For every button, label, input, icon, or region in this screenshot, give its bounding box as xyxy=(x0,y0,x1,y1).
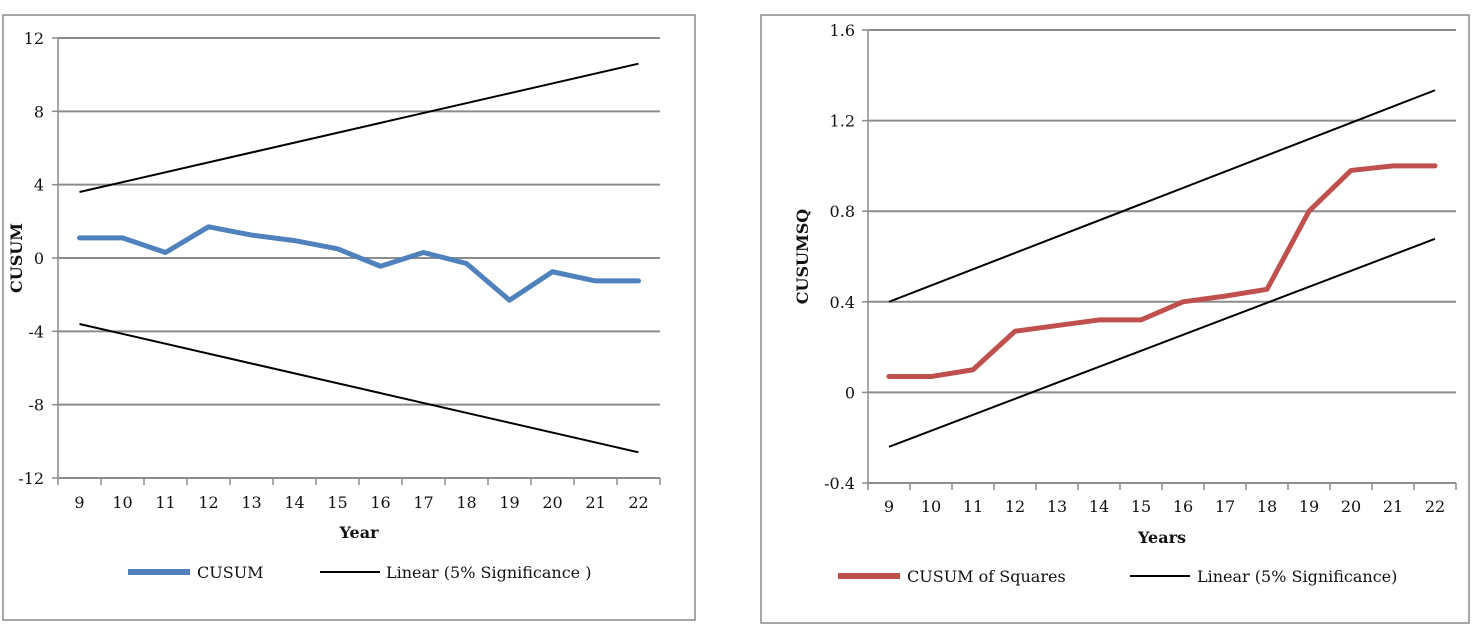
cusum-chart: 12 8 4 0 -4 -8 -12 9 10 11 12 13 14 15 16 17 18 19 20 21 22 Y… xyxy=(7,29,661,582)
cusum-ytick-label: 4 xyxy=(34,176,44,195)
cusumsq-significance-line-2 xyxy=(888,237,1436,448)
cusum-xtick-label: 16 xyxy=(370,493,390,512)
cusum-ytick-label: 8 xyxy=(34,102,44,121)
cusum-xtick-label: 15 xyxy=(327,493,347,512)
cusum-ytick-label: 0 xyxy=(34,249,44,268)
cusum-xtick-label: 10 xyxy=(112,493,132,512)
cusumsq-xtick-label: 12 xyxy=(1005,497,1025,516)
cusumsq-xtick-label: 22 xyxy=(1425,497,1445,516)
cusumsq-ytick-label: 0 xyxy=(845,383,855,402)
cusum-xtick-label: 11 xyxy=(155,493,175,512)
cusum-xtick-label: 12 xyxy=(198,493,218,512)
cusum-xtick-label: 21 xyxy=(585,493,605,512)
cusumsq-significance-line-1 xyxy=(888,89,1436,303)
cusum-xtick-label: 18 xyxy=(456,493,476,512)
cusum-xtick-label: 20 xyxy=(542,493,562,512)
cusumsq-xtick-label: 21 xyxy=(1383,497,1403,516)
cusum-series-line-0 xyxy=(77,224,641,303)
cusum-y-axis-label: CUSUM xyxy=(7,223,26,293)
cusum-xtick-label: 9 xyxy=(74,493,84,512)
cusumsq-xtick-label: 19 xyxy=(1299,497,1319,516)
cusumsq-x-axis-label: Years xyxy=(1137,528,1186,547)
cusumsq-xtick-label: 20 xyxy=(1341,497,1361,516)
cusum-ytick-label: -8 xyxy=(28,396,44,415)
cusum-ytick-label: -12 xyxy=(18,469,44,488)
cusumsq-ytick-label: 0.4 xyxy=(830,293,855,312)
cusumsq-xtick-label: 10 xyxy=(921,497,941,516)
cusum-xtick-label: 22 xyxy=(628,493,648,512)
cusumsq-ytick-label: 0.8 xyxy=(830,202,855,221)
cusum-chart-frame xyxy=(2,14,696,621)
cusum-significance-line-2 xyxy=(79,323,639,454)
cusumsq-xtick-label: 15 xyxy=(1131,497,1151,516)
cusumsq-chart: 1.6 1.2 0.8 0.4 0 -0.4 9 10 11 12 13 14 15 16 17 18 19 20… xyxy=(793,21,1457,586)
cusumsq-xtick-label: 11 xyxy=(963,497,983,516)
cusumsq-legend-label-1: Linear (5% Significance) xyxy=(1197,567,1397,586)
cusum-legend-label-1: Linear (5% Significance ) xyxy=(386,563,591,582)
cusum-xtick-label: 13 xyxy=(241,493,261,512)
cusumsq-ytick-label: 1.2 xyxy=(830,112,855,131)
cusumsq-xtick-label: 17 xyxy=(1215,497,1235,516)
cusumsq-xtick-label: 18 xyxy=(1257,497,1277,516)
cusumsq-xtick-label: 9 xyxy=(884,497,894,516)
cusum-xtick-label: 14 xyxy=(284,493,304,512)
cusum-ytick-label: 12 xyxy=(24,29,44,48)
cusum-ytick-label: -4 xyxy=(28,322,44,341)
cusumsq-legend-label-0: CUSUM of Squares xyxy=(907,567,1066,586)
cusumsq-ytick-label: 1.6 xyxy=(830,21,855,40)
cusumsq-y-axis-label: CUSUMSQ xyxy=(793,209,812,304)
cusum-x-axis-label: Year xyxy=(338,523,379,542)
cusum-legend-label-0: CUSUM xyxy=(197,563,264,582)
cusum-xtick-label: 17 xyxy=(413,493,433,512)
cusumsq-xtick-label: 13 xyxy=(1047,497,1067,516)
cusumsq-series-line-0 xyxy=(886,163,1438,380)
cusum-xtick-label: 19 xyxy=(499,493,519,512)
cusumsq-xtick-label: 16 xyxy=(1173,497,1193,516)
cusum-significance-line-1 xyxy=(79,62,639,193)
cusumsq-ytick-label: -0.4 xyxy=(824,474,855,493)
cusumsq-xtick-label: 14 xyxy=(1089,497,1109,516)
